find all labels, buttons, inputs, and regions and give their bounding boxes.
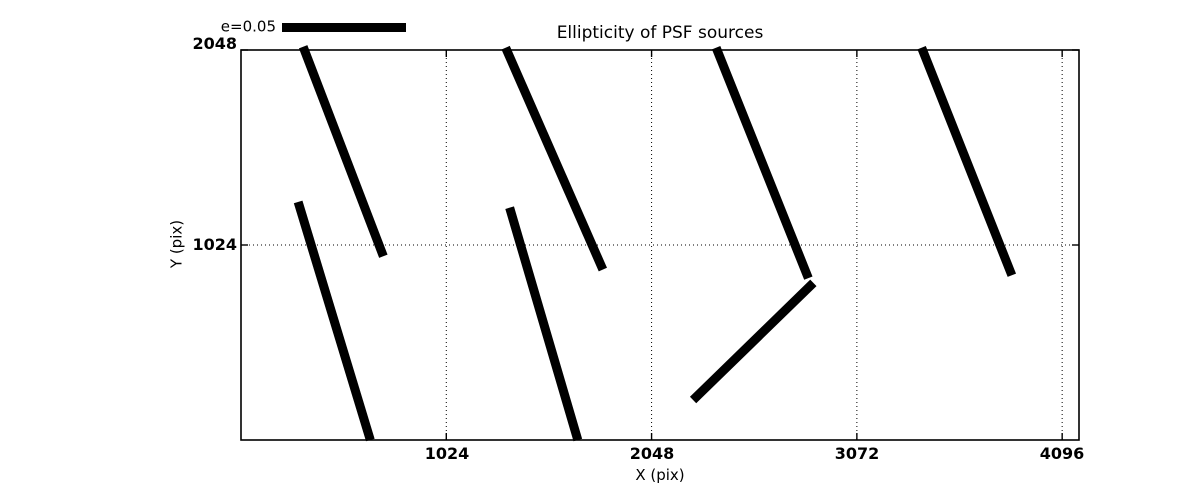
legend-scale-bar	[282, 23, 406, 32]
x-tick-label-1024: 1024	[424, 444, 470, 463]
y-tick-label-2048: 2048	[192, 34, 237, 53]
x-tick-label-3072: 3072	[834, 444, 880, 463]
whisker-segment	[501, 45, 607, 272]
whisker-segment	[689, 279, 817, 404]
axes-frame	[240, 49, 1080, 441]
whisker-segment	[505, 206, 583, 442]
y-axis-label: Y (pix)	[167, 219, 186, 269]
whisker-segment	[298, 45, 388, 258]
whisker-segment	[917, 46, 1017, 277]
x-tick-label-4096: 4096	[1039, 444, 1085, 463]
x-tick-label-2048: 2048	[629, 444, 675, 463]
x-axis-label: X (pix)	[635, 466, 685, 484]
whisker-segment	[711, 46, 813, 280]
y-tick-label-1024: 1024	[192, 235, 237, 254]
legend-label: e=0.05	[220, 17, 276, 36]
whisker-segment	[293, 200, 375, 442]
chart-title: Ellipticity of PSF sources	[556, 23, 764, 43]
